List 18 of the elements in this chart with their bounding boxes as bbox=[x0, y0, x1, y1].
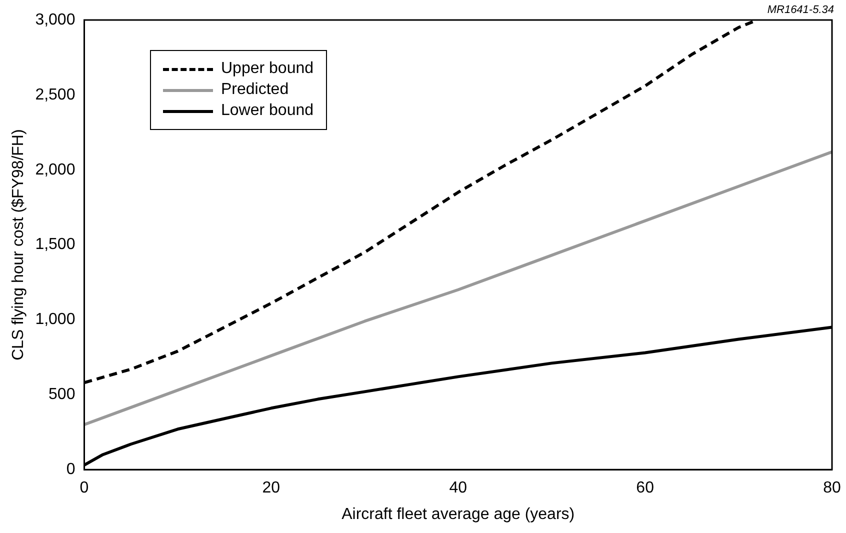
x-axis-title: Aircraft fleet average age (years) bbox=[342, 506, 575, 523]
y-tick-label: 0 bbox=[66, 461, 76, 478]
x-tick-label: 60 bbox=[636, 480, 654, 497]
legend-label: Predicted bbox=[221, 81, 289, 99]
x-tick-label: 20 bbox=[262, 480, 280, 497]
x-tick-label: 40 bbox=[449, 480, 468, 497]
text: MR1641-5.34 bbox=[767, 4, 834, 16]
legend-label: Upper bound bbox=[221, 60, 314, 78]
y-tick-label: 3,000 bbox=[35, 11, 76, 28]
y-tick-label: 1,000 bbox=[35, 311, 76, 328]
y-tick-label: 500 bbox=[48, 386, 76, 404]
y-axis-title: CLS flying hour cost ($FY98/FH) bbox=[10, 129, 28, 360]
x-tick-label: 80 bbox=[823, 480, 841, 497]
y-tick-label: 2,000 bbox=[35, 161, 76, 178]
legend-label: Lower bound bbox=[221, 102, 314, 120]
y-tick-label: 1,500 bbox=[35, 236, 76, 254]
x-tick-label: 0 bbox=[80, 480, 89, 497]
y-tick-label: 2,500 bbox=[35, 86, 76, 104]
